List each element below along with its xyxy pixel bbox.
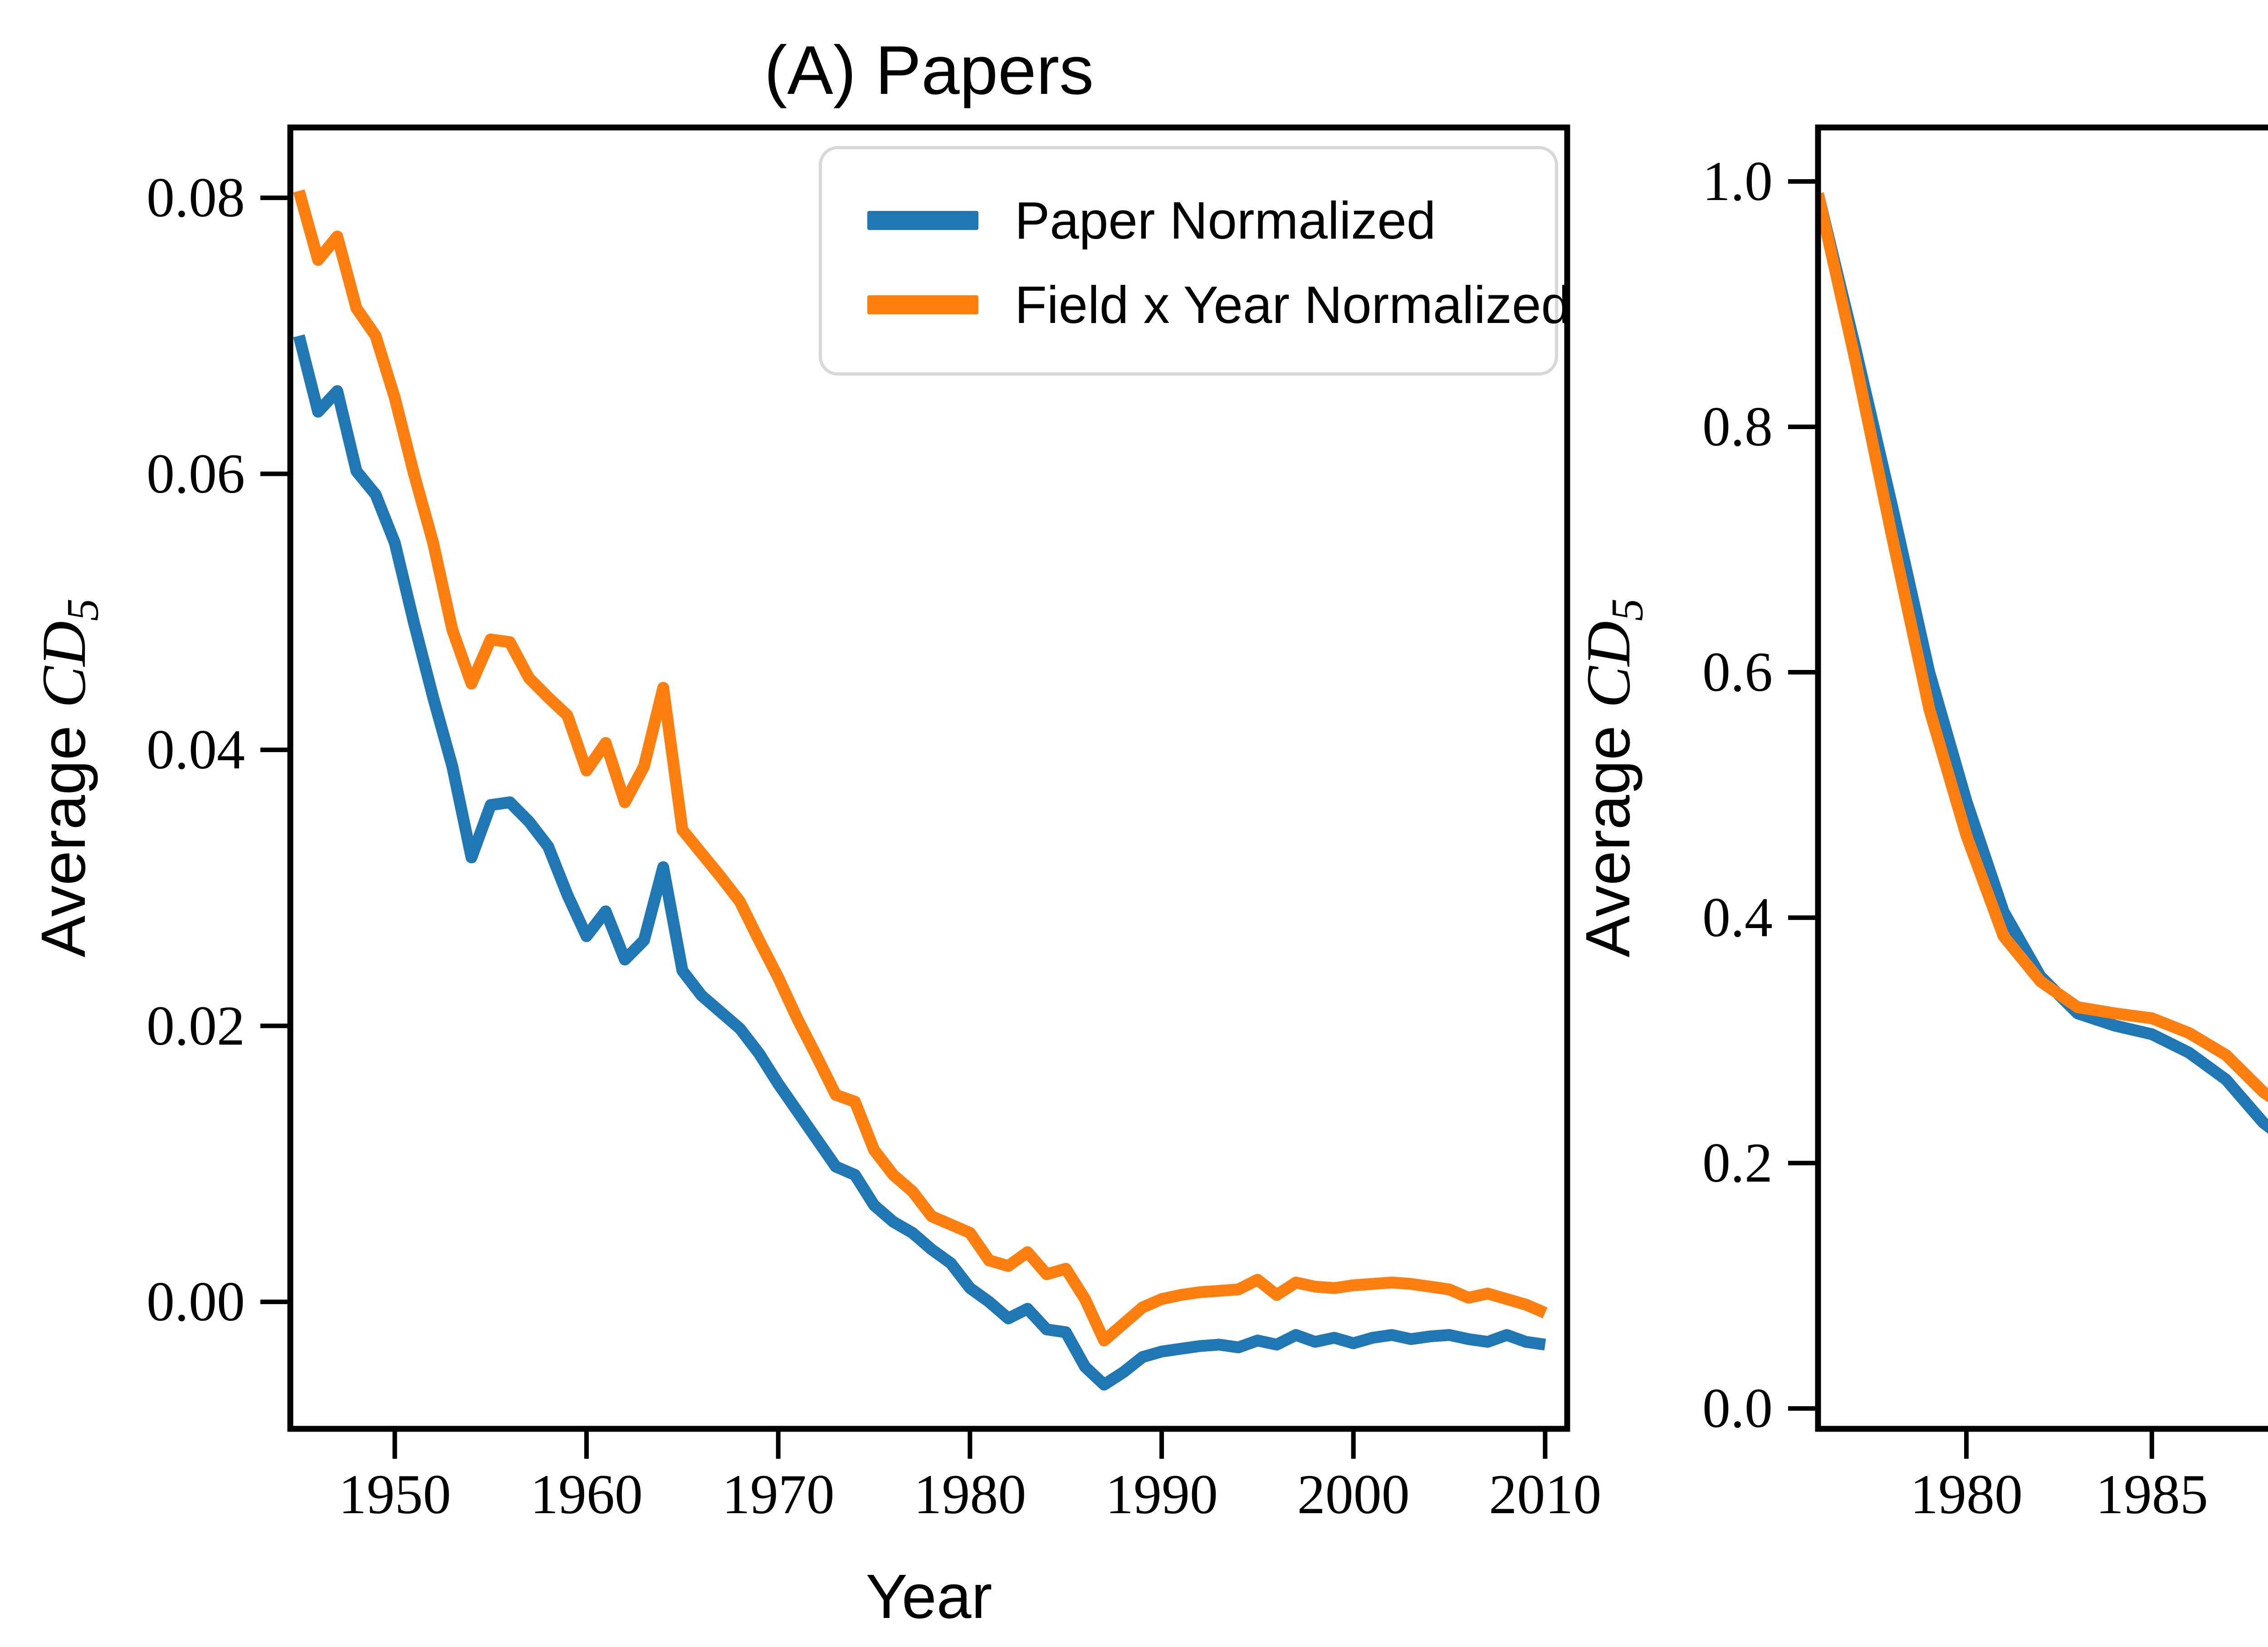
panel-a-ylabel-math: CD [29,621,98,708]
panel-a-y-tick-label: 0.04 [147,718,245,781]
panel-b-axes-frame [1815,124,2268,1432]
panel-a-legend: Paper Normalized Field x Year Normalized [819,146,1570,376]
legend-entry: Field x Year Normalized [822,271,1570,339]
field-year-normalized-line-swatch [867,295,978,314]
panel-a-title: (A) Papers [764,32,1094,109]
legend-entry: Paper Normalized [822,186,1555,254]
panel-a-series-line-1 [293,189,1548,1347]
panel-b-title: (B) Patents [2150,25,2268,116]
panel-a-axes-frame [287,124,1570,1432]
legend-label: Field x Year Normalized [1015,275,1571,334]
panel-b-x-tick-label: 1990 [2242,1458,2268,1531]
panel-a-y-tick-label: 0.06 [147,442,245,505]
panel-b-series-line-0 [1817,192,2268,1134]
panel-b-y-tick-label: 0.6 [1702,641,1773,704]
panel-b-y-tick-label: 1.0 [1702,150,1773,213]
panel-a-x-tick-label: 1990 [1105,1463,1218,1525]
panel-b-y-tick-label: 0.4 [1702,886,1773,949]
panel-a-x-tick-label: 1950 [338,1463,451,1525]
legend-label: Paper Normalized [1015,191,1436,250]
panel-b-x-tick-label: 1985 [2095,1463,2208,1525]
panel-b-ylabel: Average CD5 [1569,460,1652,1095]
panel-a-x-tick-label: 1960 [530,1463,643,1525]
paper-normalized-line-swatch [867,211,978,230]
panel-a-y-tick-label: 0.08 [147,166,245,229]
panel-b-x-tick-label: 1980 [1910,1463,2023,1525]
panel-a-x-tick-label: 1980 [914,1463,1026,1525]
panel-b-ylabel-sub: 5 [1602,598,1652,621]
panel-a-x-tick-label: 2000 [1297,1463,1410,1525]
panel-b-series-line-1 [1817,192,2268,1103]
panel-a-x-tick-label: 2010 [1489,1463,1602,1525]
panel-b-y-tick-label: 0.2 [1702,1132,1773,1194]
panel-a-ylabel-sub: 5 [58,598,108,621]
panel-b-y-tick-label: 0.8 [1702,396,1773,458]
panel-a-y-tick-label: 0.00 [147,1271,245,1333]
panel-a-y-tick-label: 0.02 [147,994,245,1057]
panel-a-series-line-0 [293,334,1546,1391]
panel-a-xlabel: Year [865,1562,992,1632]
panel-b-y-tick-label: 0.0 [1702,1377,1773,1440]
panel-a-x-tick-label: 1970 [722,1463,835,1525]
